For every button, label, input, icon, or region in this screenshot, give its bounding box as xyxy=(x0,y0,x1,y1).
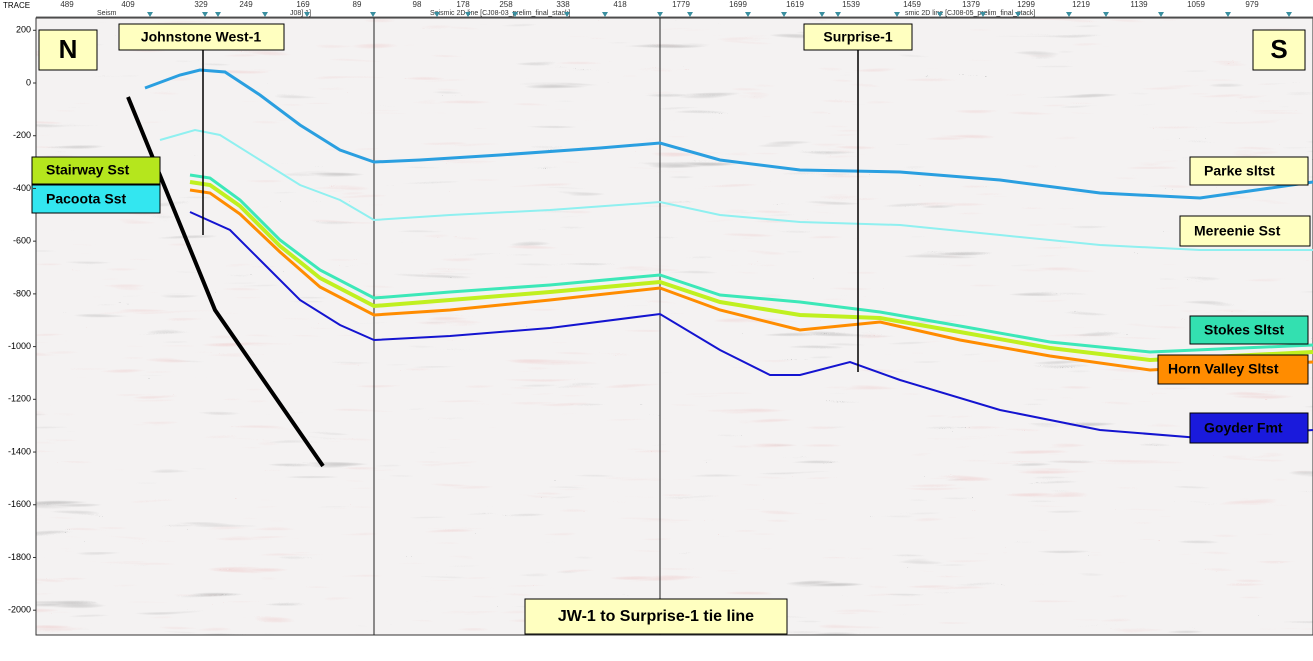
trace-marker xyxy=(262,12,268,17)
north-box xyxy=(38,29,98,71)
trace-number: 98 xyxy=(413,0,422,9)
trace-number: 249 xyxy=(239,0,253,9)
horizon-stairway xyxy=(189,180,1313,363)
caption-box xyxy=(524,598,788,635)
line-name: Seism xyxy=(97,10,117,17)
trace-number: 329 xyxy=(194,0,208,9)
trace-number: 418 xyxy=(613,0,627,9)
trace-marker xyxy=(835,12,841,17)
caption: JW-1 to Surprise-1 tie line xyxy=(558,608,754,625)
trace-label: TRACE xyxy=(3,1,30,10)
y-tick-label: -1400 xyxy=(8,446,31,456)
trace-marker xyxy=(147,12,153,17)
horizon-horn-valley xyxy=(189,188,1313,372)
line-name: Seismic 2D line [CJ08-03_prelim_final_st… xyxy=(430,10,571,17)
trace-number: 979 xyxy=(1245,0,1259,9)
trace-number: 1139 xyxy=(1130,0,1148,9)
formation-box xyxy=(1189,315,1309,345)
trace-marker xyxy=(1103,12,1109,17)
trace-marker xyxy=(304,12,310,17)
line-name: smic 2D line [CJ08-05_prelim_final_stack… xyxy=(905,10,1035,17)
well-label: Johnstone West-1 xyxy=(141,29,262,45)
formation-box xyxy=(1157,354,1309,385)
trace-number: 1299 xyxy=(1017,0,1035,9)
well-label: Surprise-1 xyxy=(823,29,892,45)
y-tick-label: -400 xyxy=(13,183,31,193)
y-tick-label: -1800 xyxy=(8,552,31,562)
formation-label: Goyder Fmt xyxy=(1204,420,1283,436)
y-tick-label: -600 xyxy=(13,236,31,246)
y-tick-label: -200 xyxy=(13,130,31,140)
trace-marker xyxy=(370,12,376,17)
trace-number: 1699 xyxy=(729,0,747,9)
formation-label: Mereenie Sst xyxy=(1194,223,1281,239)
trace-marker xyxy=(1286,12,1292,17)
trace-marker xyxy=(512,12,518,17)
line-name: J08] 1] xyxy=(290,10,311,17)
south-box xyxy=(1252,29,1306,71)
trace-marker xyxy=(215,12,221,17)
formation-box xyxy=(31,184,161,214)
trace-number: 178 xyxy=(456,0,470,9)
trace-number: 89 xyxy=(353,0,362,9)
trace-marker xyxy=(894,12,900,17)
well-box xyxy=(803,23,913,51)
horizon-mereenie xyxy=(159,128,1313,251)
trace-number: 1379 xyxy=(962,0,980,9)
trace-marker xyxy=(687,12,693,17)
trace-number: 1779 xyxy=(672,0,690,9)
formation-label: Horn Valley Sltst xyxy=(1168,361,1279,377)
trace-marker xyxy=(980,12,986,17)
horizon-goyder xyxy=(189,211,1313,440)
y-tick-label: 0 xyxy=(26,77,31,87)
formation-label: Stokes Sltst xyxy=(1204,322,1284,338)
trace-number: 169 xyxy=(296,0,310,9)
trace-marker xyxy=(745,12,751,17)
formation-box xyxy=(31,156,161,185)
y-tick-label: -1000 xyxy=(8,341,31,351)
trace-number: 1059 xyxy=(1187,0,1205,9)
trace-marker xyxy=(937,12,943,17)
north-label: N xyxy=(59,34,78,64)
trace-marker xyxy=(1225,12,1231,17)
formation-box xyxy=(1189,412,1309,444)
formation-label: Parke sltst xyxy=(1204,163,1275,179)
y-tick-label: -1600 xyxy=(8,499,31,509)
trace-marker xyxy=(434,12,440,17)
y-tick-label: -1200 xyxy=(8,394,31,404)
horizon-stokes xyxy=(189,173,1313,354)
trace-marker xyxy=(781,12,787,17)
trace-marker xyxy=(202,12,208,17)
trace-marker xyxy=(819,12,825,17)
trace-number: 1219 xyxy=(1072,0,1090,9)
formation-label: Pacoota Sst xyxy=(46,191,126,207)
section-texture-dark xyxy=(36,18,1313,635)
trace-marker xyxy=(1015,12,1021,17)
horizon-parke xyxy=(144,68,1313,200)
trace-marker xyxy=(564,12,570,17)
y-tick-label: -2000 xyxy=(8,605,31,615)
trace-marker xyxy=(1066,12,1072,17)
south-label: S xyxy=(1270,34,1287,64)
y-tick-label: -800 xyxy=(13,288,31,298)
trace-marker xyxy=(602,12,608,17)
trace-marker xyxy=(657,12,663,17)
formation-box xyxy=(1179,215,1311,247)
trace-number: 489 xyxy=(60,0,74,9)
trace-number: 1619 xyxy=(786,0,804,9)
trace-number: 409 xyxy=(121,0,135,9)
trace-number: 258 xyxy=(499,0,513,9)
trace-marker xyxy=(465,12,471,17)
trace-number: 1459 xyxy=(903,0,921,9)
trace-number: 1539 xyxy=(842,0,860,9)
trace-number: 338 xyxy=(556,0,570,9)
trace-marker xyxy=(1158,12,1164,17)
section-frame xyxy=(35,17,1313,636)
formation-label: Stairway Sst xyxy=(46,162,130,178)
formation-box xyxy=(1189,156,1309,186)
well-box xyxy=(118,23,285,51)
y-tick-label: 200 xyxy=(16,25,31,35)
